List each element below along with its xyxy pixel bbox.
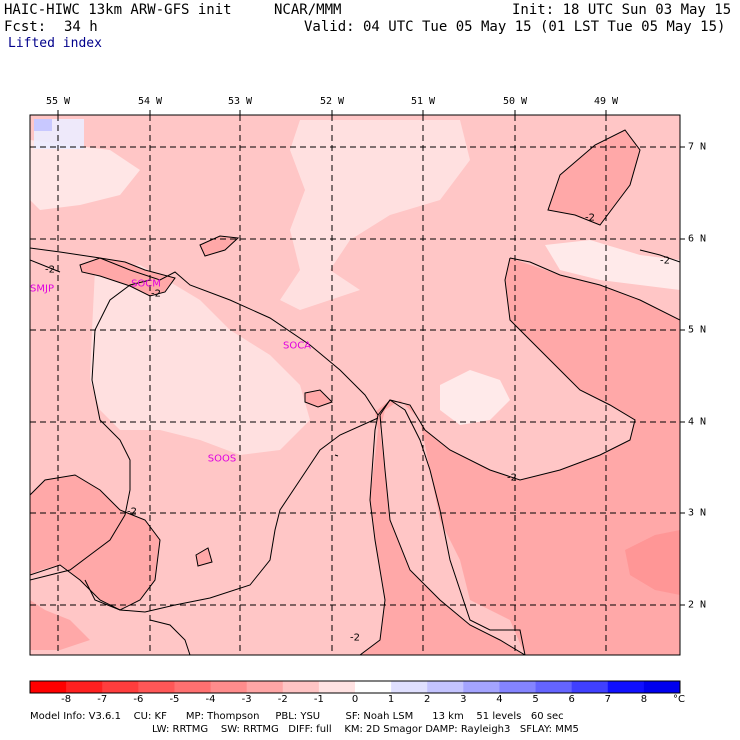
colorbar-tick-label: 1	[387, 694, 395, 705]
station-label: SOCA	[282, 340, 312, 352]
colorbar-swatch	[427, 681, 464, 693]
lon-label: 52 W	[319, 96, 345, 107]
colorbar-tick-label: -4	[205, 694, 216, 705]
shade-dark-sm2	[305, 390, 332, 407]
contour-label: -2	[507, 472, 517, 484]
lat-label: 5 N	[688, 324, 707, 336]
colorbar-swatch	[463, 681, 500, 693]
contour-label: -2	[45, 264, 55, 276]
colorbar-tick-label: -7	[97, 694, 108, 705]
lon-label: 51 W	[410, 96, 436, 107]
shade-light-1	[90, 265, 310, 455]
colorbar-tick-label: -2	[277, 694, 288, 705]
model-info-line2: LW: RRTMG SW: RRTMG DIFF: full KM: 2D Sm…	[152, 724, 579, 735]
shade-dark-east	[360, 258, 680, 655]
lon-label: 54 W	[137, 96, 163, 107]
colorbar-swatch	[643, 681, 681, 693]
forecast-hour: 34 h	[64, 19, 98, 35]
model-info-line1: Model Info: V3.6.1 CU: KF MP: Thompson P…	[30, 711, 564, 722]
forecast-label: Fcst:	[4, 19, 47, 35]
colorbar-tick-label: 6	[568, 694, 575, 705]
colorbar-tick-label: 4	[496, 694, 503, 705]
colorbar-tick-label: -8	[61, 694, 72, 705]
colorbar-tick-label: 8	[640, 694, 648, 705]
shade-dark-nw	[80, 258, 175, 296]
station-label: SOCM	[131, 278, 161, 290]
colorbar-swatch	[318, 681, 356, 693]
map-frame	[29, 114, 681, 656]
shade-dark-sm3	[196, 548, 212, 566]
contour-label: -2	[350, 632, 360, 644]
colorbar-tick-label: -3	[241, 694, 252, 705]
init-time: Init: 18 UTC Sun 03 May 15	[512, 2, 732, 18]
contour-label: -2	[127, 506, 137, 518]
colorbar-tick-label: 0	[351, 694, 359, 705]
station-label: SOOS	[207, 453, 237, 465]
colorbar-swatch	[391, 681, 428, 693]
colorbar-swatch	[30, 681, 67, 693]
colorbar-swatch	[282, 681, 320, 693]
lat-label: 4 N	[688, 416, 707, 428]
lon-label: 55 W	[45, 96, 71, 107]
contour-label: -2	[585, 212, 595, 224]
title-model: HAIC-HIWC 13km ARW-GFS init	[4, 2, 232, 18]
field-name: Lifted index	[8, 36, 102, 51]
colorbar-swatch	[355, 681, 392, 693]
shade-dark-sw	[30, 475, 160, 610]
lat-label: 6 N	[688, 233, 707, 245]
lon-label: 49 W	[593, 96, 619, 107]
shade-light-5	[440, 370, 510, 425]
colorbar-swatch	[210, 681, 248, 693]
colorbar-swatch	[102, 681, 139, 693]
colorbar-tick-label: -6	[133, 694, 144, 705]
colorbar-swatch	[571, 681, 609, 693]
colorbar-swatch	[66, 681, 103, 693]
colorbar-swatch	[535, 681, 573, 693]
colorbar-swatch	[246, 681, 284, 693]
contour-label: -2	[660, 255, 670, 267]
title-org: NCAR/MMM	[274, 2, 342, 18]
colorbar-swatch	[138, 681, 175, 693]
shade-darker-se	[625, 530, 680, 595]
colorbar-swatch	[499, 681, 537, 693]
shade-dark-sw2	[30, 600, 90, 650]
colorbar-unit: °C	[673, 694, 685, 705]
colorbar	[30, 681, 681, 693]
lat-label: 3 N	[688, 507, 707, 519]
valid-time: Valid: 04 UTC Tue 05 May 15 (01 LST Tue …	[304, 19, 726, 35]
lat-label: 7 N	[688, 141, 707, 153]
colorbar-tick-label: -1	[313, 694, 324, 705]
shade-dark-ne	[548, 130, 640, 225]
colorbar-swatch	[174, 681, 212, 693]
colorbar-tick-label: 7	[604, 694, 611, 705]
colorbar-tick-label: 3	[460, 694, 467, 705]
lon-label: 53 W	[227, 96, 253, 107]
station-label: SMJP	[30, 283, 54, 295]
colorbar-swatch	[607, 681, 645, 693]
colorbar-tick-label: 2	[424, 694, 431, 705]
contour-label: -2	[151, 288, 161, 300]
shade-light-4	[545, 240, 680, 290]
lat-label: 2 N	[688, 599, 707, 611]
colorbar-tick-label: 5	[532, 694, 539, 705]
colorbar-tick-label: -5	[169, 694, 180, 705]
lon-label: 50 W	[502, 96, 528, 107]
